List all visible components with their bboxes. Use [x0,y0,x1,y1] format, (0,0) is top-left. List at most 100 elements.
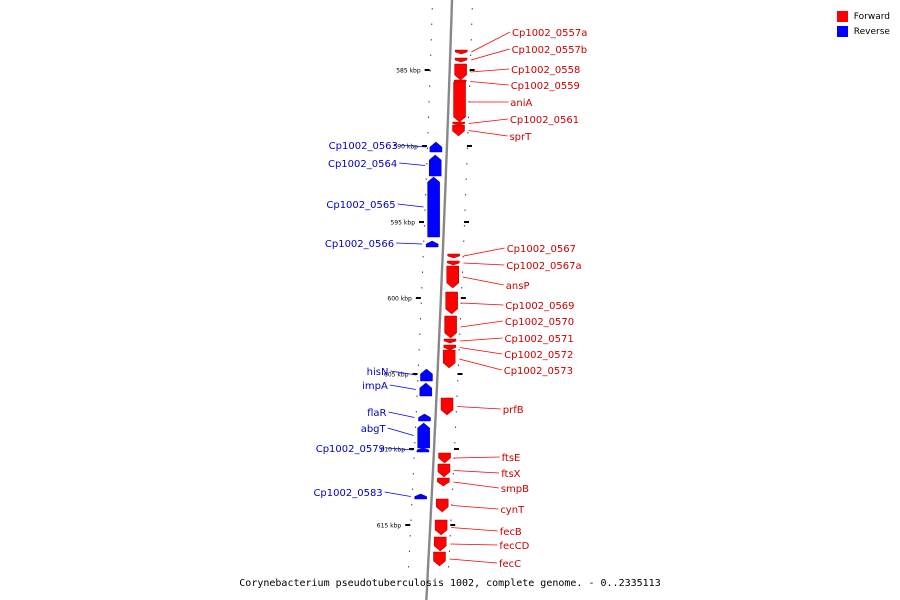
gene-impA[interactable]: impA [362,381,433,397]
gene-prfB[interactable]: prfB [440,397,524,416]
gene-arrow[interactable] [446,266,459,288]
gene-cynT[interactable]: cynT [435,498,525,516]
gene-label[interactable]: ansP [506,281,530,292]
gene-arrow[interactable] [452,125,465,136]
gene-label[interactable]: ftsX [501,469,520,480]
gene-arrow[interactable] [418,414,431,421]
gene-arrow[interactable] [441,398,454,415]
gene-sprT[interactable]: sprT [452,124,533,143]
gene-arrow[interactable] [437,464,450,477]
gene-label[interactable]: Cp1002_0570 [505,317,574,328]
gene-label[interactable]: Cp1002_0558 [511,65,580,76]
gene-Cp1002_0567a[interactable]: Cp1002_0567a [447,260,582,272]
gene-label[interactable]: smpB [501,484,529,495]
gene-arrow[interactable] [444,316,457,338]
gene-label[interactable]: Cp1002_0567a [506,261,581,272]
gene-arrow[interactable] [443,339,456,343]
gene-label[interactable]: flaR [367,408,386,419]
gene-arrow[interactable] [429,142,442,152]
gene-arrow[interactable] [417,423,430,448]
gene-arrow[interactable] [420,369,433,381]
gene-Cp1002_0570[interactable]: Cp1002_0570 [444,315,575,339]
gene-label[interactable]: Cp1002_0559 [511,81,580,92]
gene-label[interactable]: hisN [367,367,389,378]
gene-label[interactable]: Cp1002_0572 [504,350,573,361]
gene-label[interactable]: abgT [361,424,387,435]
gene-arrow[interactable] [435,520,448,535]
gene-arrow[interactable] [445,292,458,314]
gene-Cp1002_0566[interactable]: Cp1002_0566 [325,239,439,250]
gene-arrow[interactable] [443,345,456,350]
gene-Cp1002_0561[interactable]: Cp1002_0561 [452,115,579,126]
gene-Cp1002_0563[interactable]: Cp1002_0563 [329,141,443,153]
gene-label[interactable]: Cp1002_0557a [512,28,587,39]
gene-arrow[interactable] [455,50,468,54]
gene-label[interactable]: Cp1002_0565 [326,200,395,211]
legend-forward: Forward [836,9,890,24]
gene-arrow[interactable] [438,453,451,463]
gene-label[interactable]: fecC [499,559,521,570]
gene-label[interactable]: Cp1002_0561 [510,115,579,126]
gene-hisN[interactable]: hisN [367,367,433,382]
scale-dot [420,318,422,320]
gene-label[interactable]: impA [362,381,388,392]
gene-abgT[interactable]: abgT [361,422,430,449]
gene-label[interactable]: Cp1002_0571 [505,334,574,345]
gene-arrow[interactable] [436,499,449,512]
gene-Cp1002_0571[interactable]: Cp1002_0571 [443,334,574,345]
gene-label[interactable]: Cp1002_0557b [512,45,588,56]
gene-Cp1002_0579[interactable]: Cp1002_0579 [316,444,430,455]
gene-fecB[interactable]: fecB [434,519,522,538]
gene-arrow[interactable] [414,494,427,499]
gene-label[interactable]: Cp1002_0569 [505,301,574,312]
gene-Cp1002_0567[interactable]: Cp1002_0567 [447,244,576,259]
gene-arrow[interactable] [429,155,442,176]
gene-Cp1002_0559[interactable]: Cp1002_0559 [454,79,580,92]
gene-label[interactable]: cynT [500,505,525,516]
gene-ansP[interactable]: ansP [446,265,530,292]
gene-label[interactable]: Cp1002_0583 [313,488,382,499]
gene-smpB[interactable]: smpB [437,477,529,495]
gene-label[interactable]: Cp1002_0566 [325,239,394,250]
gene-arrow[interactable] [433,552,446,566]
gene-fecC[interactable]: fecC [433,551,521,570]
gene-arrow[interactable] [447,254,460,258]
gene-arrow[interactable] [452,122,465,125]
gene-flaR[interactable]: flaR [367,408,431,422]
gene-Cp1002_0565[interactable]: Cp1002_0565 [326,176,440,238]
gene-ftsX[interactable]: ftsX [437,463,521,480]
gene-arrow[interactable] [427,177,440,237]
gene-ftsE[interactable]: ftsE [438,452,521,464]
gene-label[interactable]: Cp1002_0563 [329,141,398,152]
gene-label[interactable]: Cp1002_0579 [316,444,385,455]
gene-arrow[interactable] [419,383,432,396]
gene-arrow[interactable] [416,448,429,452]
gene-label[interactable]: Cp1002_0567 [507,244,576,255]
gene-label[interactable]: aniA [510,98,532,109]
gene-arrow[interactable] [426,241,439,247]
gene-fecCD[interactable]: fecCD [434,536,530,552]
gene-arrow[interactable] [434,537,447,551]
gene-Cp1002_0569[interactable]: Cp1002_0569 [445,291,575,315]
gene-arrow[interactable] [443,350,456,368]
gene-label[interactable]: fecCD [499,541,529,552]
gene-Cp1002_0558[interactable]: Cp1002_0558 [454,63,581,81]
gene-arrow[interactable] [453,82,466,122]
gene-label[interactable]: sprT [509,132,532,143]
gene-arrow[interactable] [455,58,468,62]
gene-Cp1002_0557a[interactable]: Cp1002_0557a [455,28,587,55]
gene-Cp1002_0573[interactable]: Cp1002_0573 [442,349,573,377]
gene-arrow[interactable] [447,261,460,265]
gene-aniA[interactable]: aniA [453,81,533,123]
gene-arrow[interactable] [454,64,467,80]
gene-Cp1002_0564[interactable]: Cp1002_0564 [328,154,442,177]
gene-label[interactable]: Cp1002_0564 [328,159,397,170]
gene-Cp1002_0572[interactable]: Cp1002_0572 [443,344,574,361]
gene-label[interactable]: Cp1002_0573 [504,366,573,377]
gene-arrow[interactable] [437,478,450,486]
gene-Cp1002_0583[interactable]: Cp1002_0583 [313,488,427,500]
gene-Cp1002_0557b[interactable]: Cp1002_0557b [454,45,588,63]
gene-label[interactable]: fecB [500,527,522,538]
gene-label[interactable]: ftsE [502,453,521,464]
gene-label[interactable]: prfB [503,405,524,416]
